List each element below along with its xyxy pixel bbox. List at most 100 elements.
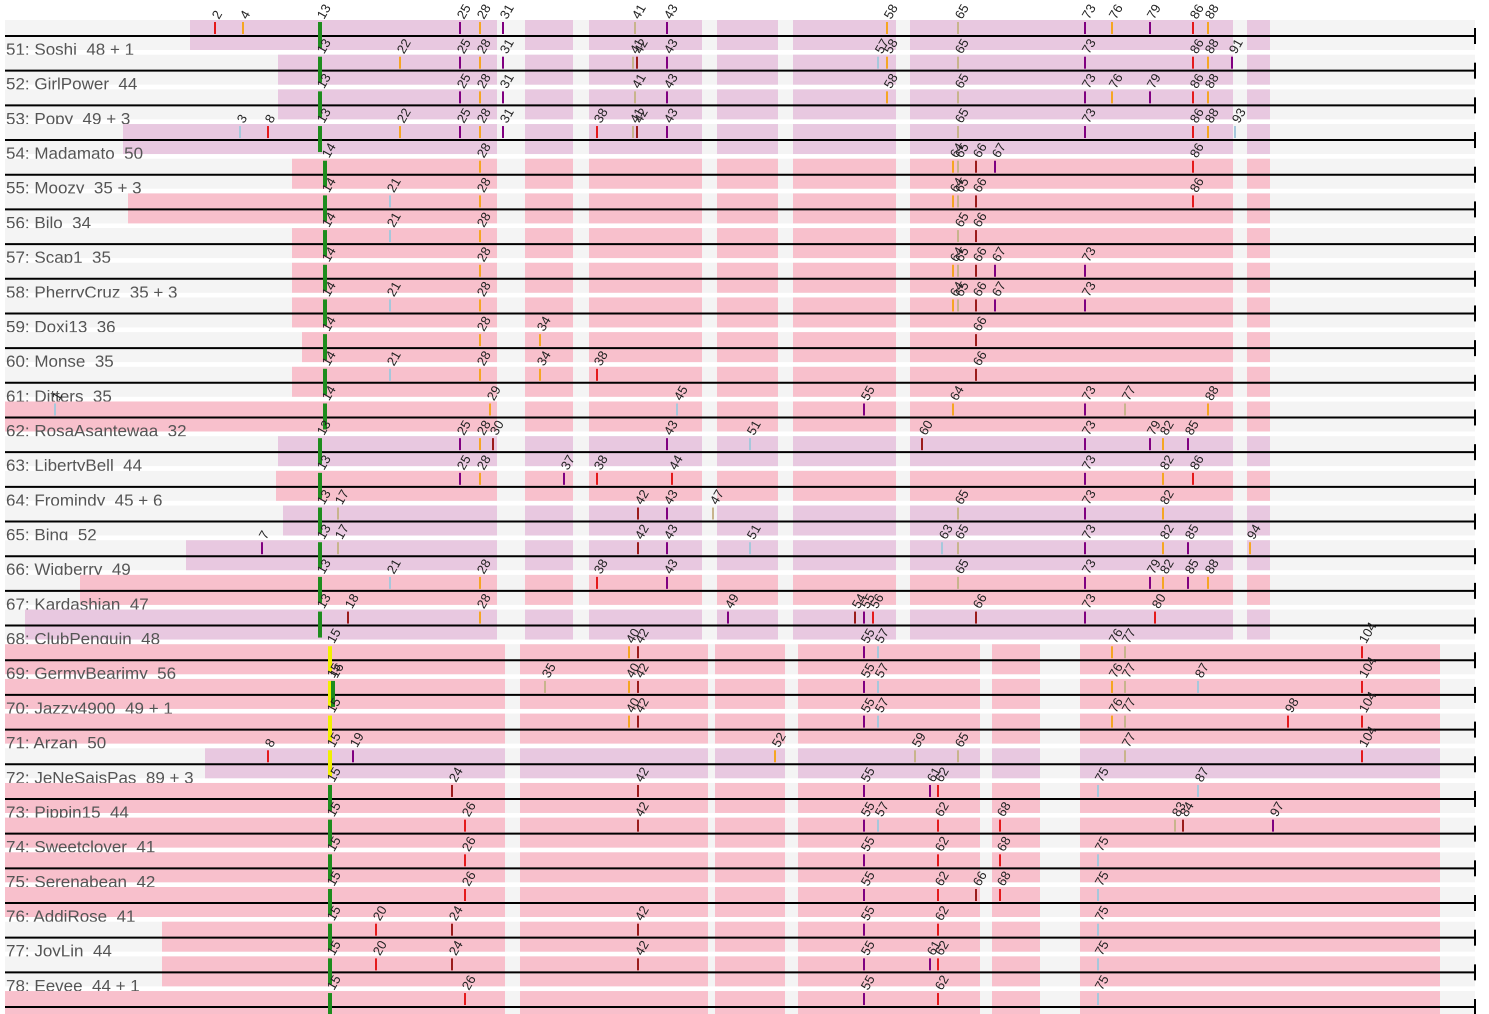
gene-label: 14 (319, 210, 339, 230)
gene-label: 88 (1202, 556, 1222, 576)
gene-label: 75 (1092, 903, 1112, 923)
gene-label: 55 (858, 973, 878, 993)
gene-label: 86 (1187, 452, 1207, 472)
gene-label: 55 (858, 868, 878, 888)
gene-label: 55 (858, 834, 878, 854)
gene-label: 22 (394, 106, 414, 126)
gene-label: 14 (319, 348, 339, 368)
row-label: 78: Eevee_44 + 1 (6, 976, 140, 995)
gene-label: 82 (1157, 487, 1177, 507)
gene-label: 65 (952, 210, 972, 230)
gene-label: 13 (314, 452, 334, 472)
row-label: 70: Jazzy4900_49 + 1 (6, 699, 173, 718)
gene-label: 62 (932, 799, 952, 819)
gene-label: 65 (952, 175, 972, 195)
gene-label: 57 (872, 36, 892, 56)
gene-label: 29 (484, 383, 504, 403)
gene-label: 15 (324, 695, 344, 715)
gene-label: 28 (474, 1, 494, 21)
row-label: 79: Daddyjeff_42 (6, 1011, 134, 1014)
gene-label: 65 (952, 71, 972, 91)
gene-label: 55 (858, 695, 878, 715)
gene-label: 88 (1202, 36, 1222, 56)
gene-label: 86 (1187, 36, 1207, 56)
gene-label: 14 (319, 175, 339, 195)
gene-label: 82 (1157, 452, 1177, 472)
gene-label: 28 (474, 71, 494, 91)
gene-label: 88 (1202, 383, 1222, 403)
gene-label: 38 (591, 452, 611, 472)
gene-label: 62 (932, 973, 952, 993)
row-label: 56: Bilo_34 (6, 213, 91, 232)
gene-label: 28 (474, 175, 494, 195)
gene-label: 43 (661, 36, 681, 56)
gene-label: 76 (1106, 71, 1126, 91)
gene-label: 17 (332, 522, 352, 542)
gene-label: 13 (314, 1, 334, 21)
gene-label: 26 (459, 868, 479, 888)
gene-label: 14 (319, 314, 339, 334)
gene-label: 26 (459, 799, 479, 819)
gene-label: 43 (661, 556, 681, 576)
gene-label: 28 (474, 418, 494, 438)
gene-label: 26 (459, 834, 479, 854)
gene-label: 80 (1149, 591, 1169, 611)
gene-label: 57 (872, 626, 892, 646)
gene-label: 13 (314, 36, 334, 56)
gene-label: 75 (1092, 834, 1112, 854)
gene-label: 55 (858, 383, 878, 403)
gene-label: 68 (994, 834, 1014, 854)
gene-label: 13 (314, 522, 334, 542)
gene-label: 17 (332, 487, 352, 507)
gene-label: 58 (881, 1, 901, 21)
gene-label: 86 (1187, 1, 1207, 21)
gene-label: 55 (858, 626, 878, 646)
gene-label: 65 (952, 106, 972, 126)
row-label: 67: Kardashian_47 (6, 595, 149, 614)
gene-label: 41 (627, 106, 647, 126)
gene-label: 38 (591, 556, 611, 576)
gene-label: 15 (324, 730, 344, 750)
gene-label: 40 (623, 695, 643, 715)
gene-label: 84 (1177, 799, 1197, 819)
gene-label: 57 (872, 799, 892, 819)
gene-label: 45 (671, 383, 691, 403)
gene-label: 62 (932, 938, 952, 958)
gene-label: 67 (989, 279, 1009, 299)
gene-label: 58 (881, 36, 901, 56)
gene-label: 66 (970, 868, 990, 888)
gene-label: 24 (446, 764, 466, 784)
gene-label: 79 (1144, 1, 1164, 21)
gene-label: 21 (384, 348, 404, 368)
gene-label: 28 (474, 556, 494, 576)
gene-label: 65 (952, 487, 972, 507)
gene-label: 82 (1157, 418, 1177, 438)
gene-label: 15 (324, 764, 344, 784)
gene-label: 34 (534, 348, 554, 368)
gene-label: 15 (324, 626, 344, 646)
gene-label: 25 (454, 452, 474, 472)
row-label: 72: JeNeSaisPas_89 + 3 (6, 768, 194, 787)
gene-label: 14 (319, 140, 339, 160)
gene-label: 75 (1092, 938, 1112, 958)
gene-label: 64 (947, 383, 967, 403)
row-band (798, 991, 980, 1014)
gene-label: 42 (632, 522, 652, 542)
gene-label: 42 (631, 36, 651, 56)
row-label: 59: Doxi13_36 (6, 317, 116, 336)
gene-label: 66 (970, 314, 990, 334)
gene-label: 31 (497, 36, 517, 56)
row-label: 60: Monse_35 (6, 352, 114, 371)
gene-label: 73 (1079, 1, 1099, 21)
gene-label: 25 (454, 106, 474, 126)
row-label: 65: Bing_52 (6, 526, 97, 545)
gene-label: 31 (497, 1, 517, 21)
row-band (5, 991, 505, 1014)
gene-label: 55 (858, 938, 878, 958)
gene-label: 15 (324, 973, 344, 993)
gene-label: 41 (629, 1, 649, 21)
gene-label: 40 (623, 626, 643, 646)
row-label: 69: GermyBearimy_56 (6, 664, 176, 683)
gene-label: 64 (947, 244, 967, 264)
